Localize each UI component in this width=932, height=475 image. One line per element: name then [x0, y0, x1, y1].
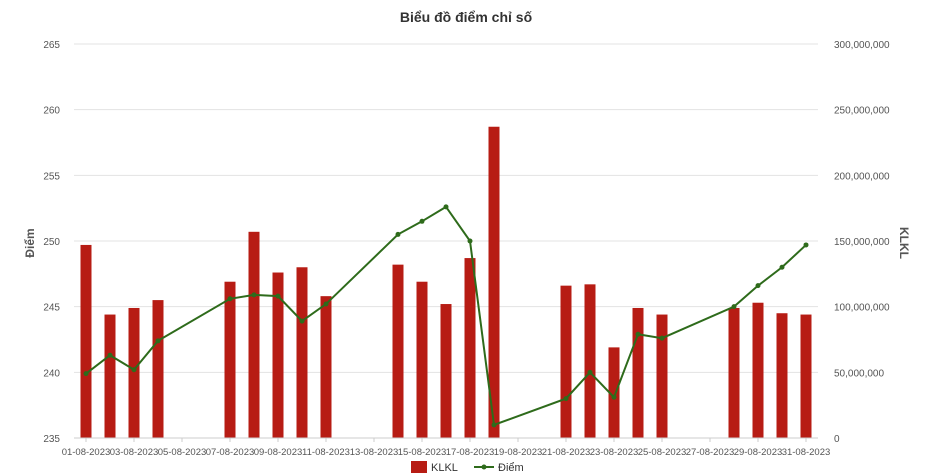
bar — [632, 307, 644, 438]
legend: KLKL Điểm — [411, 461, 524, 474]
x-tick-label: 13-08-2023 — [350, 447, 399, 458]
bar — [296, 267, 308, 438]
axis-layer: 235 240 245 250 255 260 265 0 50,000,000 100,000,… — [43, 40, 890, 458]
line-point — [443, 204, 449, 210]
line-point — [563, 396, 569, 402]
line-point — [635, 331, 641, 337]
bar — [752, 302, 764, 438]
y-right-tick-label: 300,000,000 — [834, 40, 890, 51]
bar — [440, 304, 452, 438]
x-tick-label: 07-08-2023 — [206, 447, 255, 458]
chart-title: Biểu đồ điểm chỉ số — [400, 9, 533, 25]
line-point — [83, 371, 89, 377]
y-left-tick-label: 240 — [43, 368, 60, 379]
bar — [656, 314, 668, 438]
line-point — [107, 352, 113, 358]
y-left-tick-label: 255 — [43, 171, 60, 182]
line-point — [467, 238, 473, 244]
line-point — [155, 338, 161, 344]
bar — [104, 314, 116, 438]
line-point — [731, 304, 737, 310]
line-point — [227, 296, 233, 302]
line-point — [779, 264, 785, 270]
y-right-tick-label: 250,000,000 — [834, 106, 890, 117]
x-tick-label: 15-08-2023 — [398, 447, 447, 458]
x-tick-label: 21-08-2023 — [542, 447, 591, 458]
legend-swatch-bar — [411, 461, 427, 473]
bar — [464, 258, 476, 438]
y-left-tick-label: 235 — [43, 434, 60, 445]
legend-label-line: Điểm — [498, 462, 524, 474]
bar — [728, 307, 740, 438]
line-point — [323, 301, 329, 307]
y-right-tick-label: 50,000,000 — [834, 368, 884, 379]
bar — [152, 300, 164, 438]
legend-swatch-marker — [481, 464, 487, 470]
x-tick-label: 11-08-2023 — [302, 447, 350, 458]
legend-label-bar: KLKL — [431, 462, 458, 474]
x-tick-label: 27-08-2023 — [686, 447, 735, 458]
bar-layer — [80, 126, 812, 439]
y-right-tick-label: 100,000,000 — [834, 303, 890, 314]
bar — [560, 285, 572, 438]
bar — [416, 281, 428, 438]
line-point — [251, 292, 257, 298]
bar — [776, 313, 788, 438]
line-point — [419, 218, 425, 224]
bar — [224, 281, 236, 438]
bar — [80, 244, 92, 438]
x-tick-label: 23-08-2023 — [590, 447, 639, 458]
x-tick-label: 09-08-2023 — [254, 447, 303, 458]
bar — [248, 231, 260, 438]
line-layer — [83, 204, 809, 428]
x-tick-label: 19-08-2023 — [494, 447, 543, 458]
y-left-tick-label: 260 — [43, 106, 60, 117]
x-tick-label: 29-08-2023 — [734, 447, 783, 458]
line-point — [587, 369, 593, 375]
bar — [488, 126, 500, 439]
x-tick-label: 01-08-2023 — [62, 447, 111, 458]
line-point — [491, 422, 497, 428]
bar — [128, 307, 140, 438]
y-left-axis-title: Điểm — [23, 228, 37, 257]
line-point — [611, 394, 617, 400]
bar — [584, 284, 596, 438]
line-point — [275, 293, 281, 299]
x-tick-label: 25-08-2023 — [638, 447, 687, 458]
line-point — [299, 318, 305, 324]
y-left-tick-label: 245 — [43, 303, 60, 314]
x-tick-label: 05-08-2023 — [158, 447, 207, 458]
y-right-axis-title: KLKL — [897, 227, 911, 259]
line-point — [803, 242, 809, 248]
y-right-tick-label: 150,000,000 — [834, 237, 890, 248]
line-point — [755, 283, 761, 289]
y-right-tick-label: 200,000,000 — [834, 171, 890, 182]
x-tick-label: 31-08-2023 — [782, 447, 831, 458]
line-point — [395, 231, 401, 237]
line-point — [131, 367, 137, 373]
bar — [320, 296, 332, 438]
y-right-tick-label: 0 — [834, 434, 840, 445]
y-left-tick-label: 250 — [43, 237, 60, 248]
x-tick-label: 03-08-2023 — [110, 447, 159, 458]
bar — [800, 314, 812, 438]
bar — [272, 272, 284, 438]
bar — [608, 347, 620, 438]
y-left-tick-label: 265 — [43, 40, 60, 51]
bar — [392, 264, 404, 438]
x-tick-label: 17-08-2023 — [446, 447, 495, 458]
line-point — [659, 335, 665, 341]
